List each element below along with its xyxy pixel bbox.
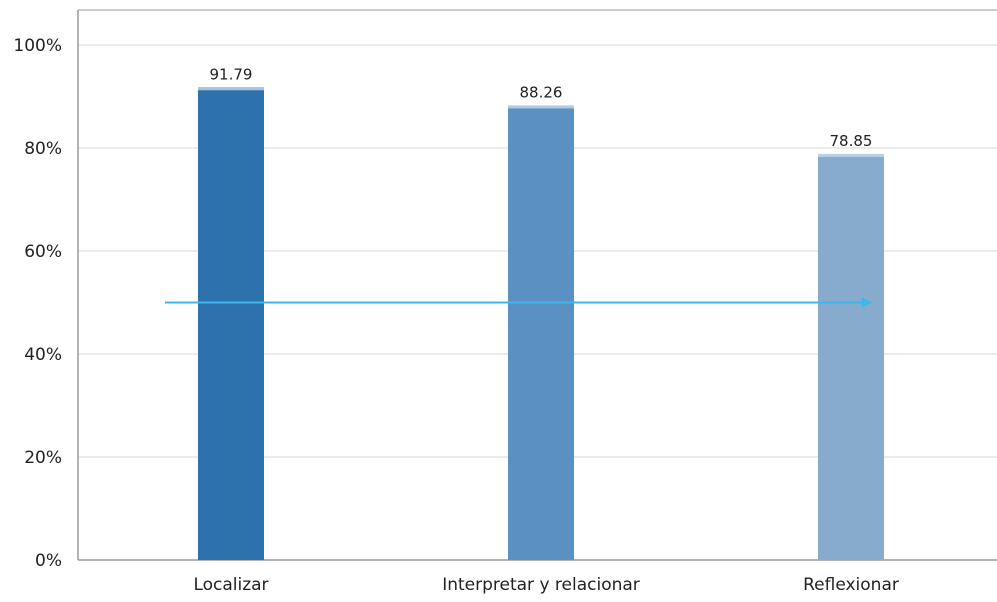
bar-top-highlight — [508, 105, 574, 109]
x-tick-label: Localizar — [193, 575, 268, 595]
x-tick-label: Reflexionar — [803, 575, 899, 595]
x-tick-label: Interpretar y relacionar — [442, 575, 640, 595]
data-label: 91.79 — [210, 65, 253, 83]
x-axis-categories: Localizar Interpretar y relacionar Reflexi… — [193, 575, 898, 595]
y-tick-label: 20% — [24, 448, 62, 468]
y-tick-label: 80% — [24, 139, 62, 159]
y-tick-label: 60% — [24, 242, 62, 262]
bar-top-highlight — [198, 87, 264, 91]
bar-top-highlight — [818, 153, 884, 157]
y-tick-label: 100% — [13, 36, 62, 56]
y-axis-ticks: 0% 20% 40% 60% 80% 100% — [13, 36, 62, 571]
data-label: 78.85 — [830, 132, 873, 150]
bars — [198, 87, 884, 561]
data-labels: 91.79 88.26 78.85 — [210, 65, 873, 150]
bar — [818, 153, 884, 561]
bar — [198, 87, 264, 561]
bar — [508, 105, 574, 560]
y-tick-label: 40% — [24, 345, 62, 365]
data-label: 88.26 — [520, 83, 563, 101]
y-tick-label: 0% — [35, 551, 62, 571]
